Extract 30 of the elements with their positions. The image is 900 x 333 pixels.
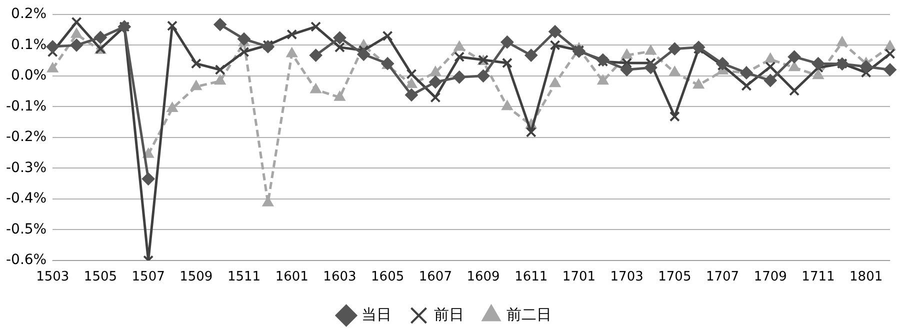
y-tick-label: 0.2% (11, 6, 47, 22)
legend-label: 当日 (361, 305, 392, 324)
x-tick-label: 1509 (180, 270, 213, 285)
x-tick-label: 1605 (371, 270, 404, 285)
x-tick-label: 1611 (514, 270, 548, 285)
x-tick-label: 1603 (323, 270, 356, 285)
x-tick-label: 1707 (706, 270, 740, 285)
x-tick-label: 1503 (36, 270, 70, 285)
x-tick-label: 1801 (850, 270, 883, 285)
x-tick-label: 1601 (275, 270, 308, 285)
x-tick-label: 1507 (132, 270, 165, 285)
y-tick-label: 0.1% (11, 36, 47, 53)
x-tick-label: 1609 (466, 270, 500, 285)
x-tick-label: 1607 (418, 270, 452, 285)
x-tick-label: 1511 (227, 270, 261, 285)
y-tick-label: -0.4% (6, 190, 47, 207)
x-tick-label: 1709 (754, 270, 787, 285)
legend-label: 前二日 (506, 305, 552, 324)
x-tick-label: 1505 (84, 270, 118, 285)
y-tick-label: -0.6% (6, 252, 47, 268)
x-tick-label: 1705 (658, 270, 692, 285)
legend-label: 前日 (434, 305, 464, 324)
y-tick-label: -0.1% (6, 98, 47, 114)
y-tick-label: -0.2% (6, 129, 47, 146)
x-tick-label: 1711 (802, 270, 835, 285)
x-tick-label: 1703 (610, 270, 644, 285)
x-tick-label: 1701 (562, 270, 596, 285)
y-tick-label: -0.3% (6, 160, 47, 176)
y-tick-label: 0.0% (11, 68, 47, 84)
y-tick-label: -0.5% (6, 221, 47, 238)
